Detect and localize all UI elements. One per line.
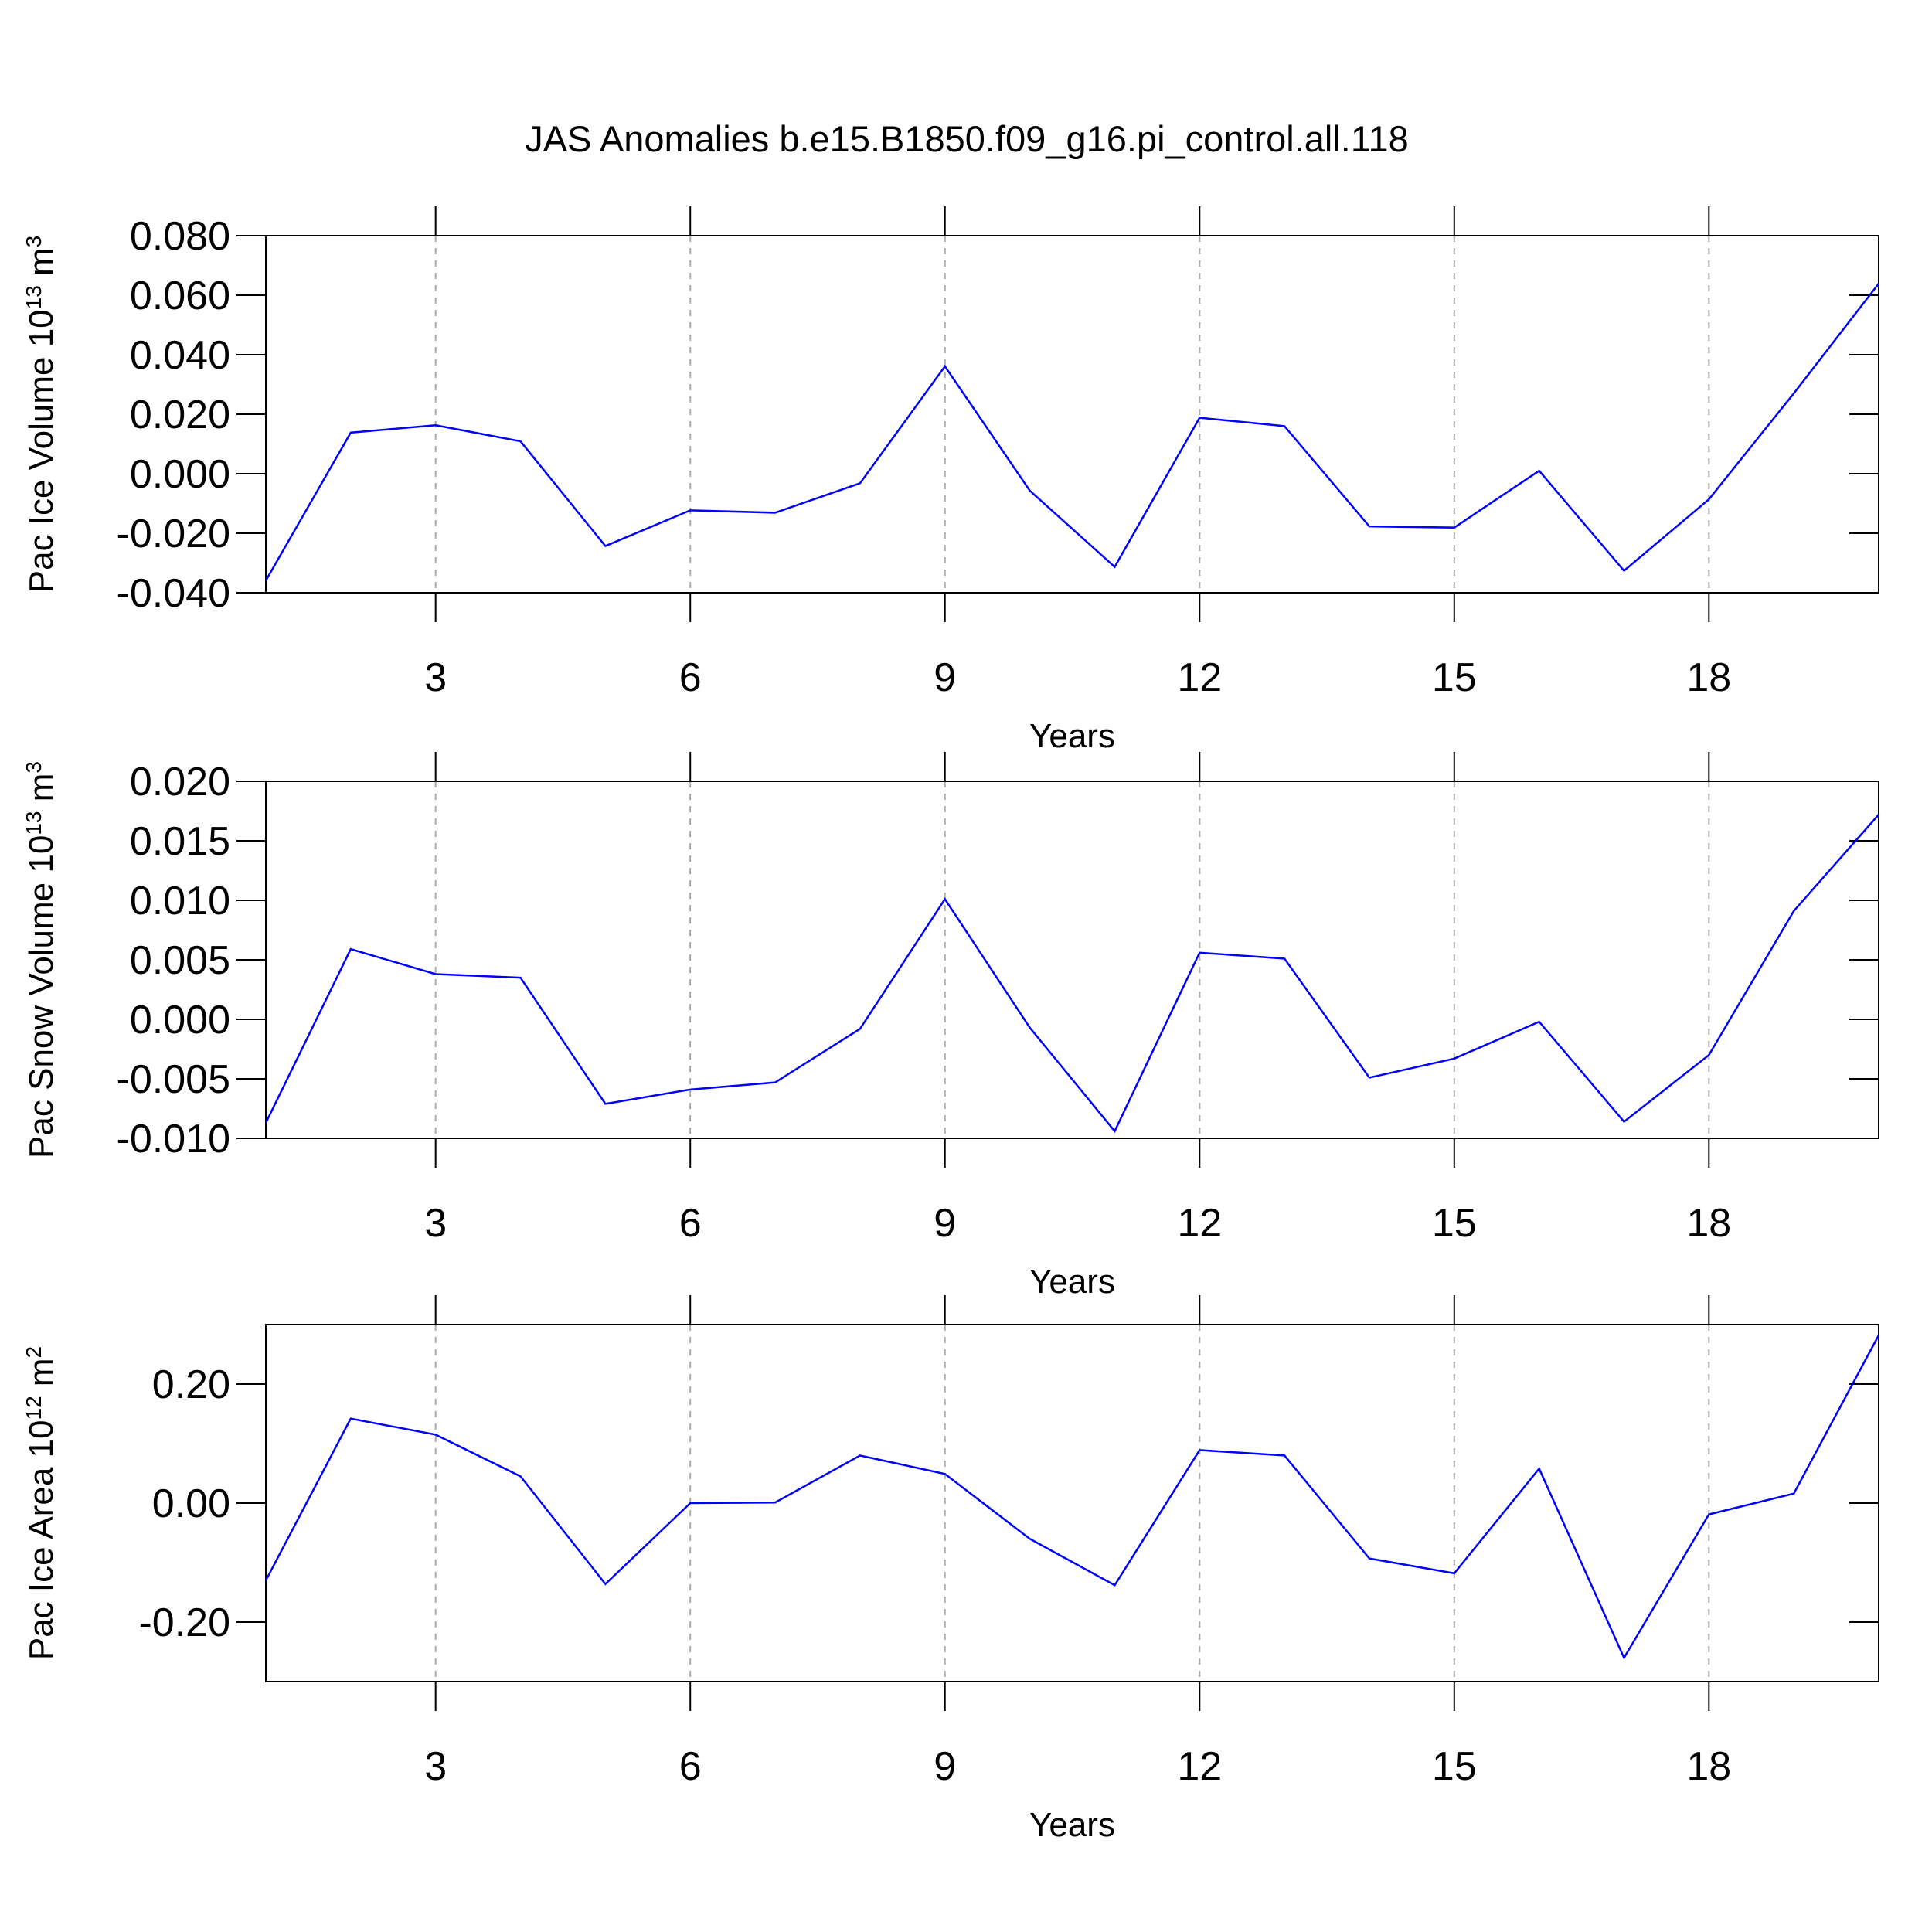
y-tick-label: 0.20 [152, 1362, 230, 1407]
y-tick-label: 0.000 [130, 998, 230, 1043]
y-tick-label: 0.015 [130, 819, 230, 864]
y-tick-label: 0.060 [130, 274, 230, 318]
x-tick-label: 12 [1177, 1744, 1222, 1789]
y-label-text: m [22, 1358, 60, 1396]
y-tick-label: 0.020 [130, 393, 230, 437]
y-axis-label: Pac Ice Area 1012 m2 [22, 1346, 61, 1660]
y-tick-label: 0.00 [152, 1481, 230, 1526]
chart-title: JAS Anomalies b.e15.B1850.f09_g16.pi_con… [525, 118, 1409, 159]
x-tick-label: 6 [679, 1201, 702, 1246]
data-line [264, 283, 1879, 581]
y-label-superscript: 3 [22, 761, 46, 774]
x-tick-label: 3 [424, 1744, 447, 1789]
y-axis-label: Pac Snow Volume 1013 m3 [22, 761, 61, 1158]
y-label-superscript: 13 [22, 285, 46, 309]
x-tick-label: 3 [424, 655, 447, 700]
y-label-superscript: 13 [22, 811, 46, 835]
x-axis-label: Years [1029, 1263, 1115, 1301]
x-tick-label: 12 [1177, 655, 1222, 700]
x-tick-label: 3 [424, 1201, 447, 1246]
y-label-text: m [22, 247, 60, 285]
plot-frame [265, 235, 1879, 594]
plot-frame [265, 781, 1879, 1139]
y-label-superscript: 2 [22, 1346, 46, 1359]
y-tick-label: -0.020 [117, 512, 230, 556]
y-tick-label: -0.005 [117, 1057, 230, 1102]
y-tick-label: 0.020 [130, 760, 230, 804]
data-line [264, 1335, 1880, 1660]
y-tick-label: -0.20 [138, 1600, 230, 1645]
x-tick-label: 12 [1177, 1201, 1222, 1246]
x-tick-label: 18 [1686, 1744, 1731, 1789]
x-tick-label: 18 [1686, 1201, 1731, 1246]
y-axis-label: Pac Ice Volume 1013 m3 [22, 236, 61, 594]
y-tick-label: 0.005 [130, 938, 230, 983]
y-label-superscript: 3 [22, 236, 46, 248]
y-tick-label: -0.010 [117, 1117, 230, 1162]
y-label-text: Pac Snow Volume 10 [22, 835, 60, 1158]
y-label-text: Pac Ice Area 10 [22, 1420, 60, 1660]
x-tick-label: 9 [934, 655, 956, 700]
x-tick-label: 9 [934, 1744, 956, 1789]
y-tick-label: 0.000 [130, 452, 230, 497]
y-tick-label: -0.040 [117, 571, 230, 616]
y-tick-label: 0.010 [130, 879, 230, 923]
y-label-text: Pac Ice Volume 10 [22, 309, 60, 593]
x-axis-label: Years [1029, 1806, 1115, 1844]
plot-frame [265, 1324, 1879, 1682]
x-tick-label: 15 [1432, 1201, 1477, 1246]
x-tick-label: 6 [679, 655, 702, 700]
y-tick-label: 0.040 [130, 333, 230, 378]
x-tick-label: 18 [1686, 655, 1731, 700]
y-label-superscript: 12 [22, 1396, 46, 1420]
x-tick-label: 9 [934, 1201, 956, 1246]
y-tick-label: 0.080 [130, 214, 230, 259]
data-line [264, 814, 1879, 1134]
x-tick-label: 15 [1432, 655, 1477, 700]
x-tick-label: 15 [1432, 1744, 1477, 1789]
x-axis-label: Years [1029, 717, 1115, 755]
y-label-text: m [22, 774, 60, 811]
x-tick-label: 6 [679, 1744, 702, 1789]
